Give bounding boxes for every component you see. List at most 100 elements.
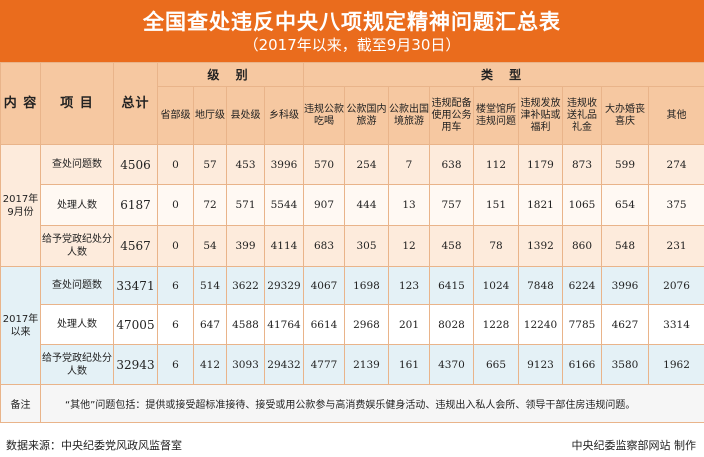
cell-value: 54	[193, 225, 227, 267]
cell-value: 599	[601, 144, 649, 185]
cell-value: 907	[303, 184, 345, 226]
cell-value: 375	[647, 184, 704, 226]
data-source: 数据来源：中央纪委党风政风监督室	[6, 439, 182, 452]
cell-value: 12	[388, 225, 430, 267]
cell-value: 665	[473, 344, 519, 385]
cell-value: 7	[388, 144, 430, 185]
cell-value: 548	[601, 225, 649, 267]
row-item: 查处问题数	[40, 266, 114, 305]
cell-value: 112	[473, 144, 519, 185]
cell-value: 4370	[429, 344, 474, 385]
cell-value: 458	[429, 225, 474, 267]
cell-value: 6415	[429, 266, 474, 305]
cell-value: 514	[193, 266, 227, 305]
cell-value: 161	[388, 344, 430, 385]
row-total: 33471	[113, 266, 158, 305]
cell-value: 29329	[264, 266, 304, 305]
cell-value: 1024	[473, 266, 519, 305]
cell-value: 453	[226, 144, 265, 185]
cell-value: 12240	[518, 304, 563, 345]
cell-value: 1065	[562, 184, 602, 226]
cell-value: 873	[562, 144, 602, 185]
cell-value: 5544	[264, 184, 304, 226]
cell-value: 4588	[226, 304, 265, 345]
row-total: 47005	[113, 304, 158, 345]
cell-value: 254	[344, 144, 389, 185]
cell-value: 647	[193, 304, 227, 345]
cell-value: 570	[303, 144, 345, 185]
note-row: 备注 “其他”问题包括：提供或接受超标准接待、接受或用公款参与高消费娱乐健身活动…	[0, 384, 704, 423]
page-header: 全国查处违反中央八项规定精神问题汇总表 （2017年以来，截至9月30日）	[0, 0, 704, 62]
period-label: 2017年9月份	[0, 144, 41, 267]
cell-value: 3996	[264, 144, 304, 185]
cell-value: 7785	[562, 304, 602, 345]
header-level-col: 乡科级	[264, 86, 304, 145]
row-total: 32943	[113, 344, 158, 385]
cell-value: 78	[473, 225, 519, 267]
cell-value: 57	[193, 144, 227, 185]
row-item: 查处问题数	[40, 144, 114, 185]
cell-value: 399	[226, 225, 265, 267]
header-content: 内 容	[0, 62, 41, 145]
note-text: “其他”问题包括：提供或接受超标准接待、接受或用公款参与高消费娱乐健身活动、违规…	[39, 384, 704, 423]
cell-value: 123	[388, 266, 430, 305]
cell-value: 72	[193, 184, 227, 226]
header-total: 总计	[113, 62, 158, 145]
cell-value: 2076	[647, 266, 704, 305]
header-level-col: 省部级	[157, 86, 194, 145]
header-type-col: 楼堂馆所违规问题	[473, 86, 519, 145]
cell-value: 29432	[264, 344, 304, 385]
row-item: 处理人数	[40, 184, 114, 226]
header-type-col: 大办婚丧喜庆	[601, 86, 649, 145]
cell-value: 860	[562, 225, 602, 267]
header-type-col: 违规配备使用公务用车	[429, 86, 474, 145]
cell-value: 3996	[601, 266, 649, 305]
cell-value: 6	[157, 344, 194, 385]
cell-value: 6	[157, 266, 194, 305]
table-row: 给予党政纪处分人数 32943 6 412 3093 29432 4777 21…	[1, 344, 704, 385]
header-type-col: 违规收送礼品礼金	[562, 86, 602, 145]
row-item: 处理人数	[40, 304, 114, 345]
cell-value: 1228	[473, 304, 519, 345]
cell-value: 6166	[562, 344, 602, 385]
table-row: 2017年9月份 查处问题数 4506 0 57 453 3996 570 25…	[0, 144, 704, 267]
cell-value: 7848	[518, 266, 563, 305]
cell-value: 2968	[344, 304, 389, 345]
header-type-col: 公款出国境旅游	[388, 86, 430, 145]
cell-value: 151	[473, 184, 519, 226]
cell-value: 3314	[647, 304, 704, 345]
row-total: 6187	[113, 184, 158, 226]
table-row: 处理人数 6187 0 72 571 5544 907 444 13 757 1…	[1, 184, 704, 226]
table-row: 给予党政纪处分人数 4567 0 54 399 4114 683 305 12 …	[1, 225, 704, 267]
page-subtitle: （2017年以来，截至9月30日）	[243, 36, 461, 54]
cell-value: 4114	[264, 225, 304, 267]
cell-value: 3622	[226, 266, 265, 305]
cell-value: 444	[344, 184, 389, 226]
cell-value: 0	[157, 225, 194, 267]
cell-value: 4067	[303, 266, 345, 305]
row-total: 4506	[113, 144, 158, 185]
table-row: 2017年以来 查处问题数 33471 6 514 3622 29329 406…	[0, 266, 704, 385]
header-level-col: 县处级	[226, 86, 265, 145]
header-type-col: 违规发放津补贴或福利	[518, 86, 563, 145]
header-level-group: 级 别	[157, 62, 304, 87]
cell-value: 1179	[518, 144, 563, 185]
cell-value: 412	[193, 344, 227, 385]
page-title: 全国查处违反中央八项规定精神问题汇总表	[143, 10, 561, 34]
row-item: 给予党政纪处分人数	[40, 225, 114, 267]
producer-credit: 中央纪委监察部网站 制作	[571, 439, 697, 452]
cell-value: 683	[303, 225, 345, 267]
cell-value: 41764	[264, 304, 304, 345]
cell-value: 638	[429, 144, 474, 185]
note-label: 备注	[0, 384, 41, 423]
header-level-col: 地厅级	[193, 86, 227, 145]
summary-table: 内 容 项 目 总计 级 别 类 型 省部级 地厅级 县处级 乡科级 违规公款吃…	[0, 62, 704, 423]
header-item: 项 目	[40, 62, 114, 145]
cell-value: 3580	[601, 344, 649, 385]
cell-value: 305	[344, 225, 389, 267]
cell-value: 1698	[344, 266, 389, 305]
header-type-group: 类 型	[302, 62, 704, 87]
cell-value: 13	[388, 184, 430, 226]
cell-value: 4777	[303, 344, 345, 385]
cell-value: 571	[226, 184, 265, 226]
